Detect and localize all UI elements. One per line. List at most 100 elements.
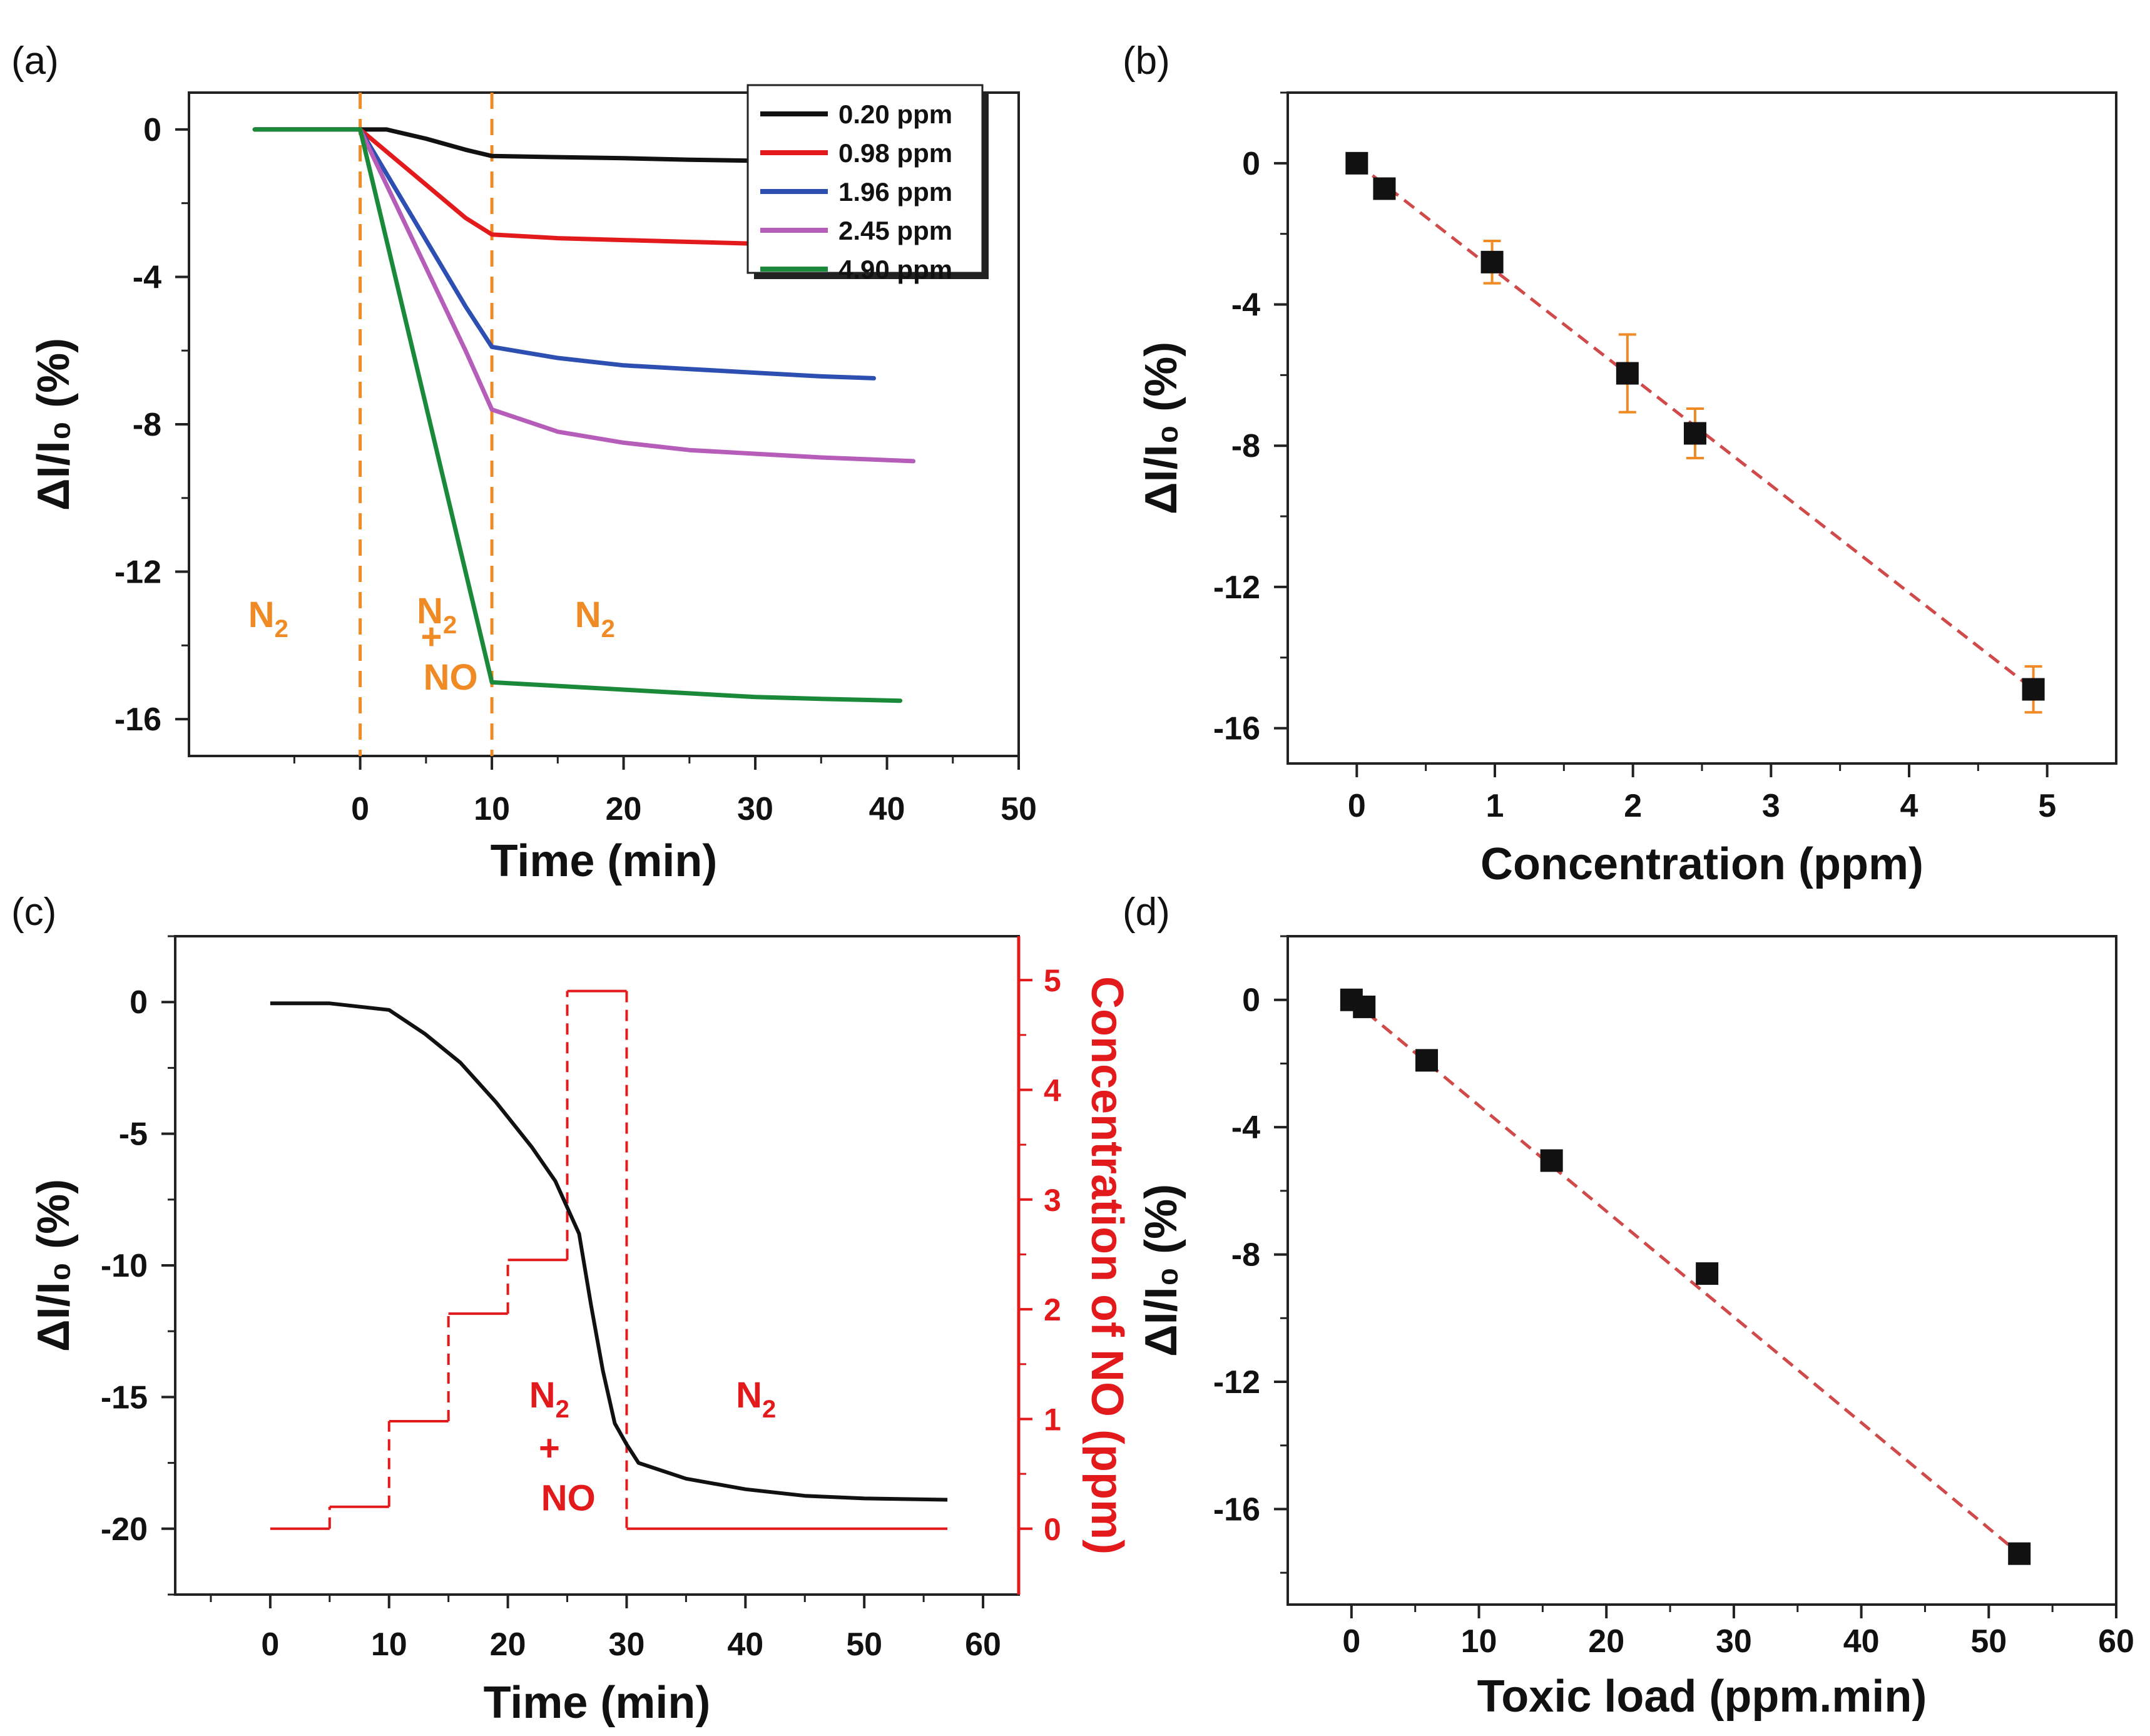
panel-label: (d)	[1123, 891, 1170, 934]
x-tick-label: 10	[474, 791, 510, 827]
y-tick-label: -12	[1213, 569, 1260, 606]
annotation-main: N	[736, 1375, 762, 1416]
linear-fit-line	[1350, 998, 2020, 1555]
y-axis-title: ΔI/I₀ (%)	[1136, 1184, 1186, 1357]
x-tick-label: 50	[1001, 791, 1037, 827]
annotation-main: +	[420, 616, 442, 657]
y-axis-title: ΔI/I₀ (%)	[1136, 342, 1186, 514]
y-tick-label: -10	[101, 1248, 148, 1284]
x-axis-title: Toxic load (ppm.min)	[1477, 1672, 1927, 1722]
y-axis-title: ΔI/I₀ (%)	[29, 1179, 79, 1352]
legend-entry: 2.45 ppm	[838, 216, 952, 245]
annotation-main: NO	[424, 657, 478, 698]
data-point	[2008, 1542, 2031, 1565]
x-tick-label: 3	[1762, 788, 1780, 824]
y-tick-label: -8	[1231, 1237, 1260, 1274]
legend-box	[746, 84, 984, 274]
x-tick-label: 30	[609, 1626, 645, 1663]
x-tick-label: 30	[737, 791, 773, 827]
panel-a: 0 10 20 30 40 50 0 -4 -8 -12 -16 Time (min) ΔI/I₀ (%…	[11, 39, 1037, 886]
gas-annotation: +	[420, 616, 442, 657]
x-tick-label: 0	[351, 791, 369, 827]
annotation-main: N	[417, 591, 443, 631]
x-axis-title: Concentration (ppm)	[1480, 839, 1923, 889]
right-y-tick-label: 3	[1044, 1183, 1061, 1218]
x-tick-label: 40	[727, 1626, 763, 1663]
x-tick-label: 50	[846, 1626, 882, 1663]
y-tick-label: 0	[1242, 146, 1260, 182]
y-tick-label: -4	[1231, 1110, 1260, 1146]
panel-d: 0 10 20 30 40 50 60 0 -4 -8 -12 -16 Toxic load (ppm.…	[1123, 891, 2134, 1722]
annotation-main: N	[248, 595, 275, 635]
y-tick-label: 0	[1242, 983, 1260, 1019]
y-tick-label: -15	[101, 1379, 148, 1416]
y-tick-label: -8	[1231, 428, 1260, 464]
right-y-tick-label: 1	[1044, 1402, 1061, 1437]
annotation-main: N	[529, 1375, 556, 1416]
x-tick-label: 40	[869, 791, 905, 827]
y-tick-label: -12	[115, 554, 161, 591]
x-tick-label: 4	[1900, 788, 1918, 824]
legend-entry: 1.96 ppm	[838, 177, 952, 207]
plot-frame	[1286, 935, 2117, 1606]
x-tick-label: 0	[1342, 1623, 1360, 1660]
legend-entry: 0.98 ppm	[838, 138, 952, 168]
y-tick-label: -5	[119, 1116, 148, 1153]
annotation-main: NO	[541, 1478, 596, 1518]
gas-annotation: NO	[424, 657, 478, 698]
data-point	[1345, 151, 1368, 175]
panel-b: 0 1 2 3 4 5 0 -4 -8 -12 -16 Concentration (ppm) ΔI/I…	[1123, 39, 2117, 889]
x-tick-label: 0	[1348, 788, 1366, 824]
data-point	[1616, 362, 1639, 385]
x-tick-label: 40	[1843, 1623, 1880, 1660]
y-tick-label: -16	[115, 702, 161, 738]
y-tick-label: -16	[1213, 711, 1260, 747]
data-point	[2022, 678, 2045, 701]
x-tick-label: 2	[1624, 788, 1642, 824]
annotation-subscript: 2	[601, 615, 615, 643]
y-tick-label: -4	[1231, 287, 1260, 324]
series-line-1	[252, 127, 758, 246]
right-y-tick-label: 5	[1044, 963, 1061, 998]
x-axis-title: Time (min)	[484, 1678, 711, 1728]
y-tick-label: -12	[1213, 1364, 1260, 1401]
response-curve	[270, 1001, 948, 1502]
annotation-main: +	[539, 1427, 560, 1468]
x-axis-title: Time (min)	[491, 836, 718, 886]
data-point	[1480, 250, 1504, 273]
right-y-tick-label: 0	[1044, 1512, 1061, 1547]
plot-frame	[174, 935, 1020, 1596]
data-point	[1540, 1149, 1563, 1172]
x-tick-label: 10	[371, 1626, 407, 1663]
y-tick-label: -20	[101, 1511, 148, 1548]
right-axis-title: Concentration of NO (ppm)	[1082, 976, 1132, 1555]
y-tick-label: -16	[1213, 1491, 1260, 1528]
x-tick-label: 60	[2098, 1623, 2134, 1660]
annotation-subscript: 2	[556, 1396, 569, 1423]
x-tick-label: 0	[261, 1626, 279, 1663]
gas-annotation: NO	[541, 1478, 596, 1518]
legend-entry: 4.90 ppm	[838, 255, 952, 284]
y-tick-label: 0	[143, 112, 161, 148]
right-y-tick-label: 4	[1044, 1073, 1061, 1108]
gas-annotation: N2	[529, 1375, 569, 1423]
x-tick-label: 20	[1588, 1623, 1624, 1660]
x-tick-label: 10	[1461, 1623, 1497, 1660]
x-tick-label: 20	[606, 791, 642, 827]
data-point	[1353, 995, 1376, 1018]
x-tick-label: 1	[1486, 788, 1504, 824]
x-tick-label: 60	[965, 1626, 1001, 1663]
data-point	[1683, 422, 1706, 445]
annotation-subscript: 2	[762, 1396, 776, 1423]
x-tick-label: 20	[490, 1626, 526, 1663]
gas-annotation: N2	[417, 591, 457, 639]
gas-annotation: N2	[248, 595, 288, 643]
annotation-subscript: 2	[275, 615, 288, 643]
legend-entry: 0.20 ppm	[838, 100, 952, 129]
gas-annotation: N2	[736, 1375, 776, 1423]
series-line-4	[252, 127, 903, 703]
right-y-tick-label: 2	[1044, 1292, 1061, 1327]
panel-label: (c)	[11, 891, 56, 934]
x-tick-label: 30	[1716, 1623, 1752, 1660]
